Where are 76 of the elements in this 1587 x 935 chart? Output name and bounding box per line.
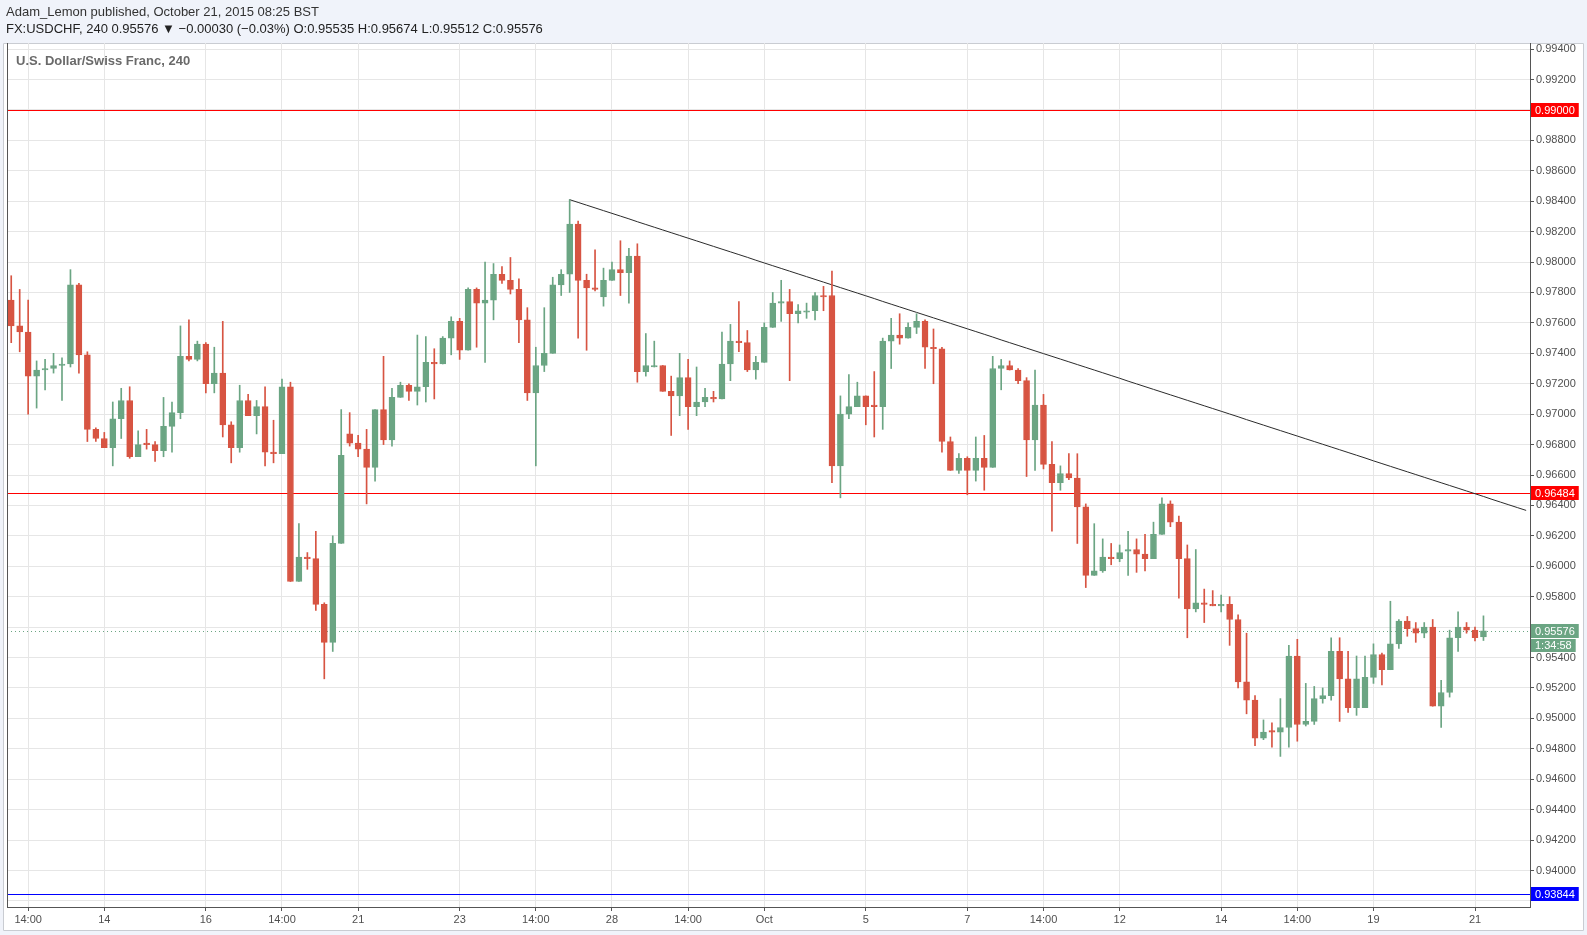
x-tick-label: 14:00 (14, 912, 42, 925)
y-tick-label: 0.96800 (1536, 437, 1576, 450)
x-tick-label: 7 (964, 912, 971, 925)
x-tick-label: 5 (862, 912, 869, 925)
x-tick-label: 12 (1113, 912, 1126, 925)
text: Adam_Lemon published, October 21, 2015 08:25 BST (6, 3, 319, 19)
candlestick (41, 359, 49, 391)
y-tick-label: 0.98600 (1536, 163, 1576, 176)
y-tick-label: 0.95800 (1536, 589, 1576, 602)
x-tick-label: 28 (605, 912, 619, 925)
y-tick-label: 0.97800 (1536, 285, 1576, 298)
y-tick-label: 0.98000 (1536, 255, 1576, 268)
candlestick (887, 317, 895, 369)
x-tick-label: 14:00 (522, 912, 550, 925)
y-tick-label: 0.98200 (1536, 224, 1576, 237)
y-tick-label: 0.94800 (1536, 741, 1576, 754)
y-tick-label: 0.99400 (1536, 42, 1576, 55)
x-tick-label: 16 (199, 912, 212, 925)
y-tick-label: 0.97200 (1536, 376, 1576, 389)
x-tick-label: 14:00 (674, 912, 702, 925)
x-tick-label: 21 (1468, 912, 1482, 925)
candlestick (1192, 549, 1200, 613)
chart-subtitle: FX:USDCHF, 240 0.95576 ▼ −0.00030 (−0.03%) O:0.95535 H:0.95674 L:0.95512 C:0.95576 (6, 20, 543, 36)
y-tick-label: 0.96600 (1536, 468, 1576, 481)
candlestick (794, 304, 802, 324)
candlestick (58, 357, 66, 401)
y-tick-label: 0.96000 (1536, 559, 1576, 572)
y-tick-label: 0.94400 (1536, 802, 1576, 815)
candlestick (1124, 530, 1132, 576)
candlestick (980, 435, 988, 491)
x-tick-label: 14 (1215, 912, 1228, 925)
y-tick-label: 0.94600 (1536, 772, 1576, 785)
candlestick (1200, 588, 1208, 623)
ref-line-label: 0.93844 (1535, 887, 1575, 900)
ref-line-label: 0.95576 (1535, 624, 1575, 637)
candlestick (185, 319, 193, 362)
candlestick (1302, 683, 1310, 727)
y-tick-label: 0.98400 (1536, 194, 1576, 207)
candlestick (870, 371, 878, 438)
candlestick (430, 348, 438, 400)
text: U.S. Dollar/Swiss Franc, 240 (16, 52, 191, 68)
x-tick-label: Oct (755, 912, 773, 925)
ref-line-label: 0.99000 (1535, 103, 1575, 116)
y-tick-label: 0.94000 (1536, 863, 1576, 876)
candlestick (667, 375, 675, 436)
y-tick-label: 0.94200 (1536, 833, 1576, 846)
y-tick-label: 0.95000 (1536, 711, 1576, 724)
y-tick-label: 0.98800 (1536, 133, 1576, 146)
y-tick-label: 0.97600 (1536, 315, 1576, 328)
y-tick-label: 0.97400 (1536, 346, 1576, 359)
candlestick (997, 359, 1005, 391)
text: 1:34:58 (1535, 639, 1572, 652)
x-tick-label: 14 (98, 912, 111, 925)
x-tick-label: 14:00 (1029, 912, 1058, 925)
x-tick-label: 21 (352, 912, 365, 925)
y-tick-label: 0.96200 (1536, 528, 1576, 541)
x-tick-label: 19 (1367, 912, 1380, 925)
candlestick (642, 333, 650, 377)
y-tick-label: 0.99200 (1536, 72, 1576, 85)
x-tick-label: 14:00 (1283, 912, 1312, 925)
candlestick (210, 346, 218, 394)
x-tick-label: 23 (453, 912, 466, 925)
candlestick (540, 307, 548, 372)
candlestick (532, 346, 540, 467)
candlestick (650, 340, 658, 368)
y-tick-label: 0.97000 (1536, 407, 1576, 420)
candlestick (591, 249, 599, 292)
y-tick-label: 0.95400 (1536, 650, 1576, 663)
candlestick (16, 289, 24, 353)
candlestick (1090, 523, 1098, 576)
candlestick (1268, 722, 1276, 748)
y-tick-label: 0.96400 (1536, 498, 1576, 511)
x-tick-label: 14:00 (268, 912, 296, 925)
ref-line-label: 0.96484 (1535, 486, 1575, 499)
y-tick-label: 0.95200 (1536, 680, 1576, 693)
candlestick (777, 279, 785, 322)
